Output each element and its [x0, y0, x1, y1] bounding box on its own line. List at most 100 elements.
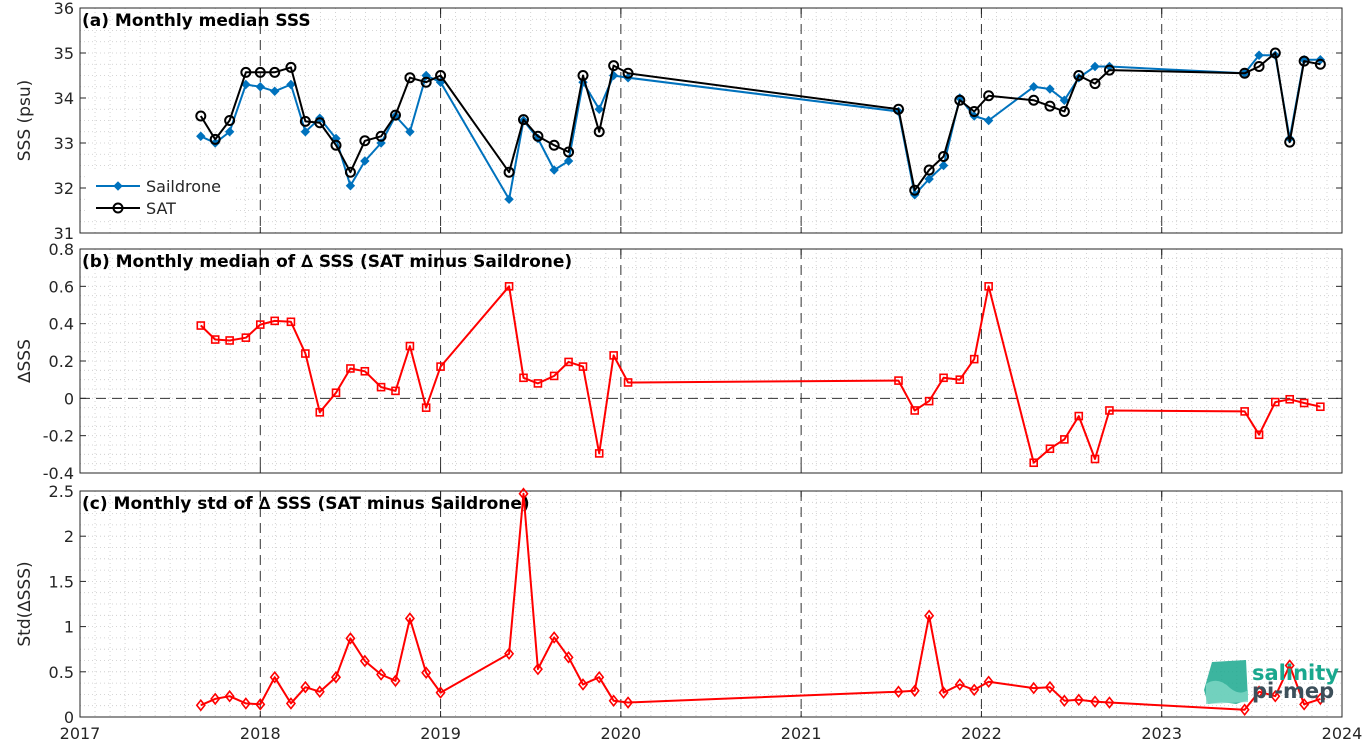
- data-point: [224, 115, 236, 126]
- data-point: [195, 698, 206, 712]
- data-point: [240, 697, 251, 710]
- data-point: [405, 341, 415, 351]
- data-point: [1045, 444, 1055, 454]
- data-point: [623, 696, 634, 709]
- data-point: [609, 351, 618, 360]
- data-point: [578, 362, 588, 371]
- data-point: [1315, 692, 1326, 706]
- data-point: [1270, 397, 1280, 407]
- data-point: [196, 131, 206, 141]
- data-point: [315, 408, 325, 417]
- series-saildrone: [196, 50, 1326, 204]
- data-point: [1089, 78, 1101, 90]
- y-tick-label: 31: [54, 224, 74, 243]
- y-tick-label: -0.4: [43, 464, 74, 483]
- data-point: [1299, 698, 1310, 711]
- data-point: [984, 282, 993, 291]
- data-point: [360, 366, 370, 376]
- panel-b-delta-sss-median: -0.4 -0.2 0 0.2 0.4 0.6 0.8 ∆SSS (b) Monthly med…: [15, 240, 1343, 483]
- data-point: [969, 354, 979, 364]
- y-axis-label: SSS (psu): [15, 80, 35, 161]
- data-point: [1284, 136, 1296, 148]
- data-point: [503, 166, 515, 178]
- data-point: [1284, 659, 1295, 672]
- data-point: [330, 670, 342, 684]
- data-point: [421, 666, 432, 679]
- data-point: [1254, 685, 1265, 698]
- panel-title: (a) Monthly median SSS: [82, 11, 311, 31]
- data-point: [1254, 50, 1264, 60]
- y-axis-label: Std(∆SSS): [15, 561, 35, 646]
- data-point: [1058, 106, 1070, 117]
- data-point: [969, 683, 980, 697]
- x-tick-label: 2023: [1141, 724, 1182, 743]
- data-point: [435, 70, 447, 81]
- y-tick-label: 0.6: [49, 277, 74, 296]
- data-point: [314, 117, 326, 129]
- y-tick-label: 0: [64, 389, 74, 408]
- data-point: [577, 678, 589, 691]
- data-point: [1090, 61, 1100, 72]
- data-point: [594, 104, 604, 114]
- data-point: [270, 316, 280, 326]
- data-point: [209, 133, 221, 145]
- data-point: [210, 335, 220, 344]
- y-tick-label: 0.2: [49, 352, 74, 371]
- data-point: [345, 632, 356, 645]
- series-sat: [195, 47, 1326, 196]
- panel-a-sss-median: 31 32 33 34 35 36 SSS (psu) (a) Monthly median …: [15, 0, 1343, 243]
- data-point: [1059, 95, 1070, 105]
- data-point: [1103, 64, 1115, 76]
- y-tick-label: 2.5: [49, 482, 74, 501]
- data-point: [375, 130, 387, 142]
- y-tick-label: 2: [64, 527, 74, 546]
- data-point: [1073, 693, 1084, 707]
- data-point: [954, 678, 965, 691]
- data-point: [909, 184, 921, 196]
- legend-box: [86, 172, 236, 218]
- data-point: [1254, 430, 1264, 440]
- y-tick-label: 36: [54, 0, 74, 18]
- data-point: [405, 127, 415, 137]
- data-point: [1045, 84, 1055, 94]
- data-point: [893, 685, 904, 698]
- y-tick-label: 34: [54, 89, 74, 108]
- data-point: [224, 127, 235, 137]
- data-point: [1239, 703, 1250, 717]
- data-point: [255, 320, 265, 329]
- data-point: [269, 66, 281, 78]
- series-line: [199, 52, 1321, 192]
- data-point: [300, 127, 311, 137]
- data-point: [1285, 394, 1295, 404]
- data-point: [286, 317, 296, 327]
- data-point: [1104, 696, 1115, 709]
- data-point: [1074, 411, 1084, 421]
- data-point: [359, 135, 371, 147]
- axes-frame: [79, 490, 1343, 718]
- data-point: [939, 373, 948, 383]
- panel-title: (b) Monthly median of ∆ SSS (SAT minus S…: [82, 252, 572, 272]
- y-tick-label: 1.5: [49, 572, 74, 591]
- data-point: [314, 685, 325, 698]
- data-point: [924, 396, 934, 406]
- data-point: [285, 697, 296, 710]
- data-point: [1316, 402, 1325, 412]
- data-point: [924, 174, 934, 184]
- data-point: [195, 110, 207, 122]
- data-point: [594, 670, 605, 684]
- series-line: [200, 54, 1321, 201]
- data-point: [1299, 398, 1309, 408]
- data-point: [255, 82, 265, 92]
- data-point: [1044, 680, 1055, 694]
- data-point: [593, 126, 605, 138]
- data-point: [623, 378, 633, 387]
- data-point: [224, 689, 235, 703]
- y-tick-label: 0.8: [49, 240, 74, 259]
- data-point: [1270, 689, 1281, 703]
- data-point: [519, 373, 528, 383]
- data-point: [923, 164, 935, 176]
- data-point: [577, 70, 589, 81]
- data-point: [435, 686, 446, 699]
- data-point: [330, 139, 342, 151]
- data-point: [1314, 58, 1326, 70]
